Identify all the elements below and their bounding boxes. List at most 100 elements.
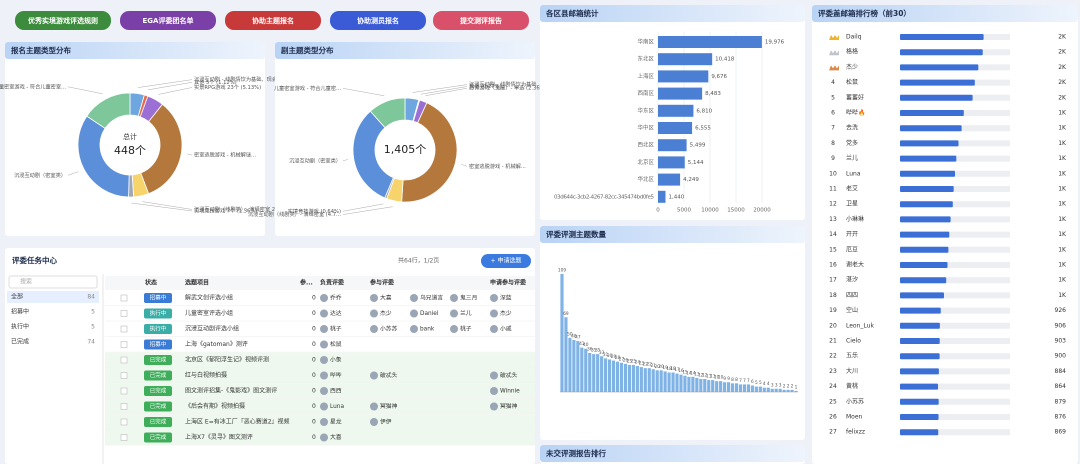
- nav-button[interactable]: [15, 11, 111, 30]
- column-header: 状态: [145, 279, 157, 287]
- rank-number: 19: [829, 307, 837, 314]
- panel-header: [5, 42, 265, 59]
- person-name: 桃子: [330, 325, 342, 333]
- value-label: 25: [627, 358, 633, 364]
- filter-label[interactable]: 招募中: [11, 308, 29, 316]
- apply-button[interactable]: [481, 254, 531, 268]
- person-name: 乌兄道言: [420, 294, 443, 302]
- user-name: 四四: [846, 292, 858, 299]
- value-label: 2K: [1058, 79, 1067, 86]
- task-title[interactable]: 北京区《郁阳浮生记》视频评测: [185, 356, 269, 364]
- status-pill: [144, 308, 172, 319]
- value-label: 15: [682, 369, 688, 375]
- value-label: 41: [579, 341, 585, 347]
- leader-line: [342, 206, 393, 215]
- bar: [560, 273, 564, 392]
- nav-button[interactable]: [330, 11, 426, 30]
- checkbox[interactable]: [120, 325, 128, 333]
- status-pill: [144, 370, 172, 381]
- avatar: [370, 371, 378, 380]
- filter-label[interactable]: 执行中: [11, 323, 29, 331]
- nav-button[interactable]: [120, 11, 216, 30]
- checkbox[interactable]: [120, 387, 128, 395]
- value-label: 2: [783, 383, 786, 389]
- slice-label: 沉浸互动剧（线剧类）- 演绎密室 (4.7...: [248, 210, 341, 218]
- panel-header: [540, 445, 805, 462]
- y-tick-label: 华中区: [637, 124, 654, 132]
- checkbox[interactable]: [120, 403, 128, 410]
- x-tick-label: 0: [656, 208, 660, 214]
- value-label: 8: [731, 377, 734, 383]
- value-label: 23: [639, 361, 645, 367]
- task-title[interactable]: 儿童密室评选小组: [185, 309, 233, 317]
- checkbox[interactable]: [120, 372, 128, 379]
- task-count: 0: [312, 388, 316, 395]
- crown-icon: [829, 35, 839, 40]
- person-name: 鬼三月: [460, 294, 477, 302]
- value-label: 18: [670, 366, 676, 372]
- bar: [900, 49, 983, 56]
- leader-line: [67, 86, 103, 95]
- checkbox[interactable]: [120, 310, 128, 317]
- search-box[interactable]: [8, 275, 98, 289]
- rank-number: 11: [829, 186, 837, 193]
- person-name: 大喜: [380, 294, 392, 302]
- task-title[interactable]: 上海《gatoman》测评: [185, 340, 248, 348]
- value-label: 5,499: [690, 143, 706, 149]
- nav-button[interactable]: [225, 11, 321, 30]
- bar: [568, 337, 572, 392]
- rank-number: 17: [829, 277, 837, 284]
- nav-button-label[interactable]: 协助主题报名: [252, 16, 294, 25]
- checkbox[interactable]: [120, 294, 128, 302]
- task-title[interactable]: 《后会有期》视频拍摄: [185, 402, 245, 410]
- task-title[interactable]: 沉浸互动剧评选小组: [185, 325, 239, 333]
- value-label: 11: [710, 374, 716, 380]
- avatar: [370, 325, 378, 333]
- apply-button-label[interactable]: + 申请选题: [491, 257, 522, 265]
- user-name: Moen: [846, 414, 863, 421]
- value-label: 1,440: [668, 194, 684, 200]
- nav-button-label[interactable]: 提交测评报告: [459, 16, 502, 25]
- task-title[interactable]: 解武文创评选小组: [185, 294, 233, 302]
- y-tick-label: 03d644c-3cb2-4267-82cc-345474bd0fe5: [554, 194, 655, 200]
- rank-number: 20: [829, 322, 837, 329]
- value-label: 4,249: [683, 177, 699, 183]
- filter-label[interactable]: 已完成: [11, 338, 29, 346]
- slice-label: 沉浸互动剧（密室类）: [14, 171, 66, 179]
- value-label: 864: [1055, 383, 1067, 390]
- checkbox[interactable]: [120, 418, 128, 426]
- user-name: 卫星: [846, 201, 858, 208]
- nav-button-label[interactable]: 协助测员报名: [357, 16, 399, 25]
- checkbox[interactable]: [120, 434, 128, 441]
- leader-line: [142, 201, 193, 210]
- nav-button[interactable]: [433, 11, 529, 30]
- person-name: 星龙: [330, 418, 342, 426]
- status-pill: [144, 355, 172, 365]
- status-label: 已完成: [150, 402, 167, 410]
- column-header: 负责评委: [320, 279, 344, 287]
- task-title[interactable]: 红与白视频拍摄: [185, 371, 227, 379]
- bar: [778, 388, 782, 392]
- panel: [275, 42, 535, 236]
- bar: [750, 385, 754, 392]
- bar: [584, 348, 588, 392]
- nav-button-label[interactable]: 优秀实境游戏评选规则: [28, 16, 98, 25]
- y-tick-label: 华南区: [637, 38, 654, 46]
- checkbox[interactable]: [120, 341, 128, 348]
- bar: [699, 379, 703, 392]
- status-label: 招募中: [150, 340, 167, 348]
- checkbox[interactable]: [120, 356, 128, 364]
- filter-label[interactable]: 全部: [11, 293, 23, 301]
- task-title[interactable]: 上海X7《灵寻》图文测评: [185, 433, 253, 441]
- user-name: 老艾: [846, 185, 858, 193]
- task-title[interactable]: 图文测评招集-《鬼影戏》图文测评: [185, 387, 277, 395]
- y-tick-label: 东北区: [637, 55, 654, 63]
- task-title[interactable]: 上海区 E=有冰工厂『恶心赛道2』视频: [185, 418, 290, 426]
- bar: [900, 383, 939, 390]
- nav-button-label[interactable]: EGA评委团名单: [143, 16, 194, 25]
- panel: [5, 42, 265, 236]
- value-label: 1K: [1058, 231, 1067, 238]
- status-label: 执行中: [150, 309, 167, 317]
- person-name: 达达: [330, 309, 342, 317]
